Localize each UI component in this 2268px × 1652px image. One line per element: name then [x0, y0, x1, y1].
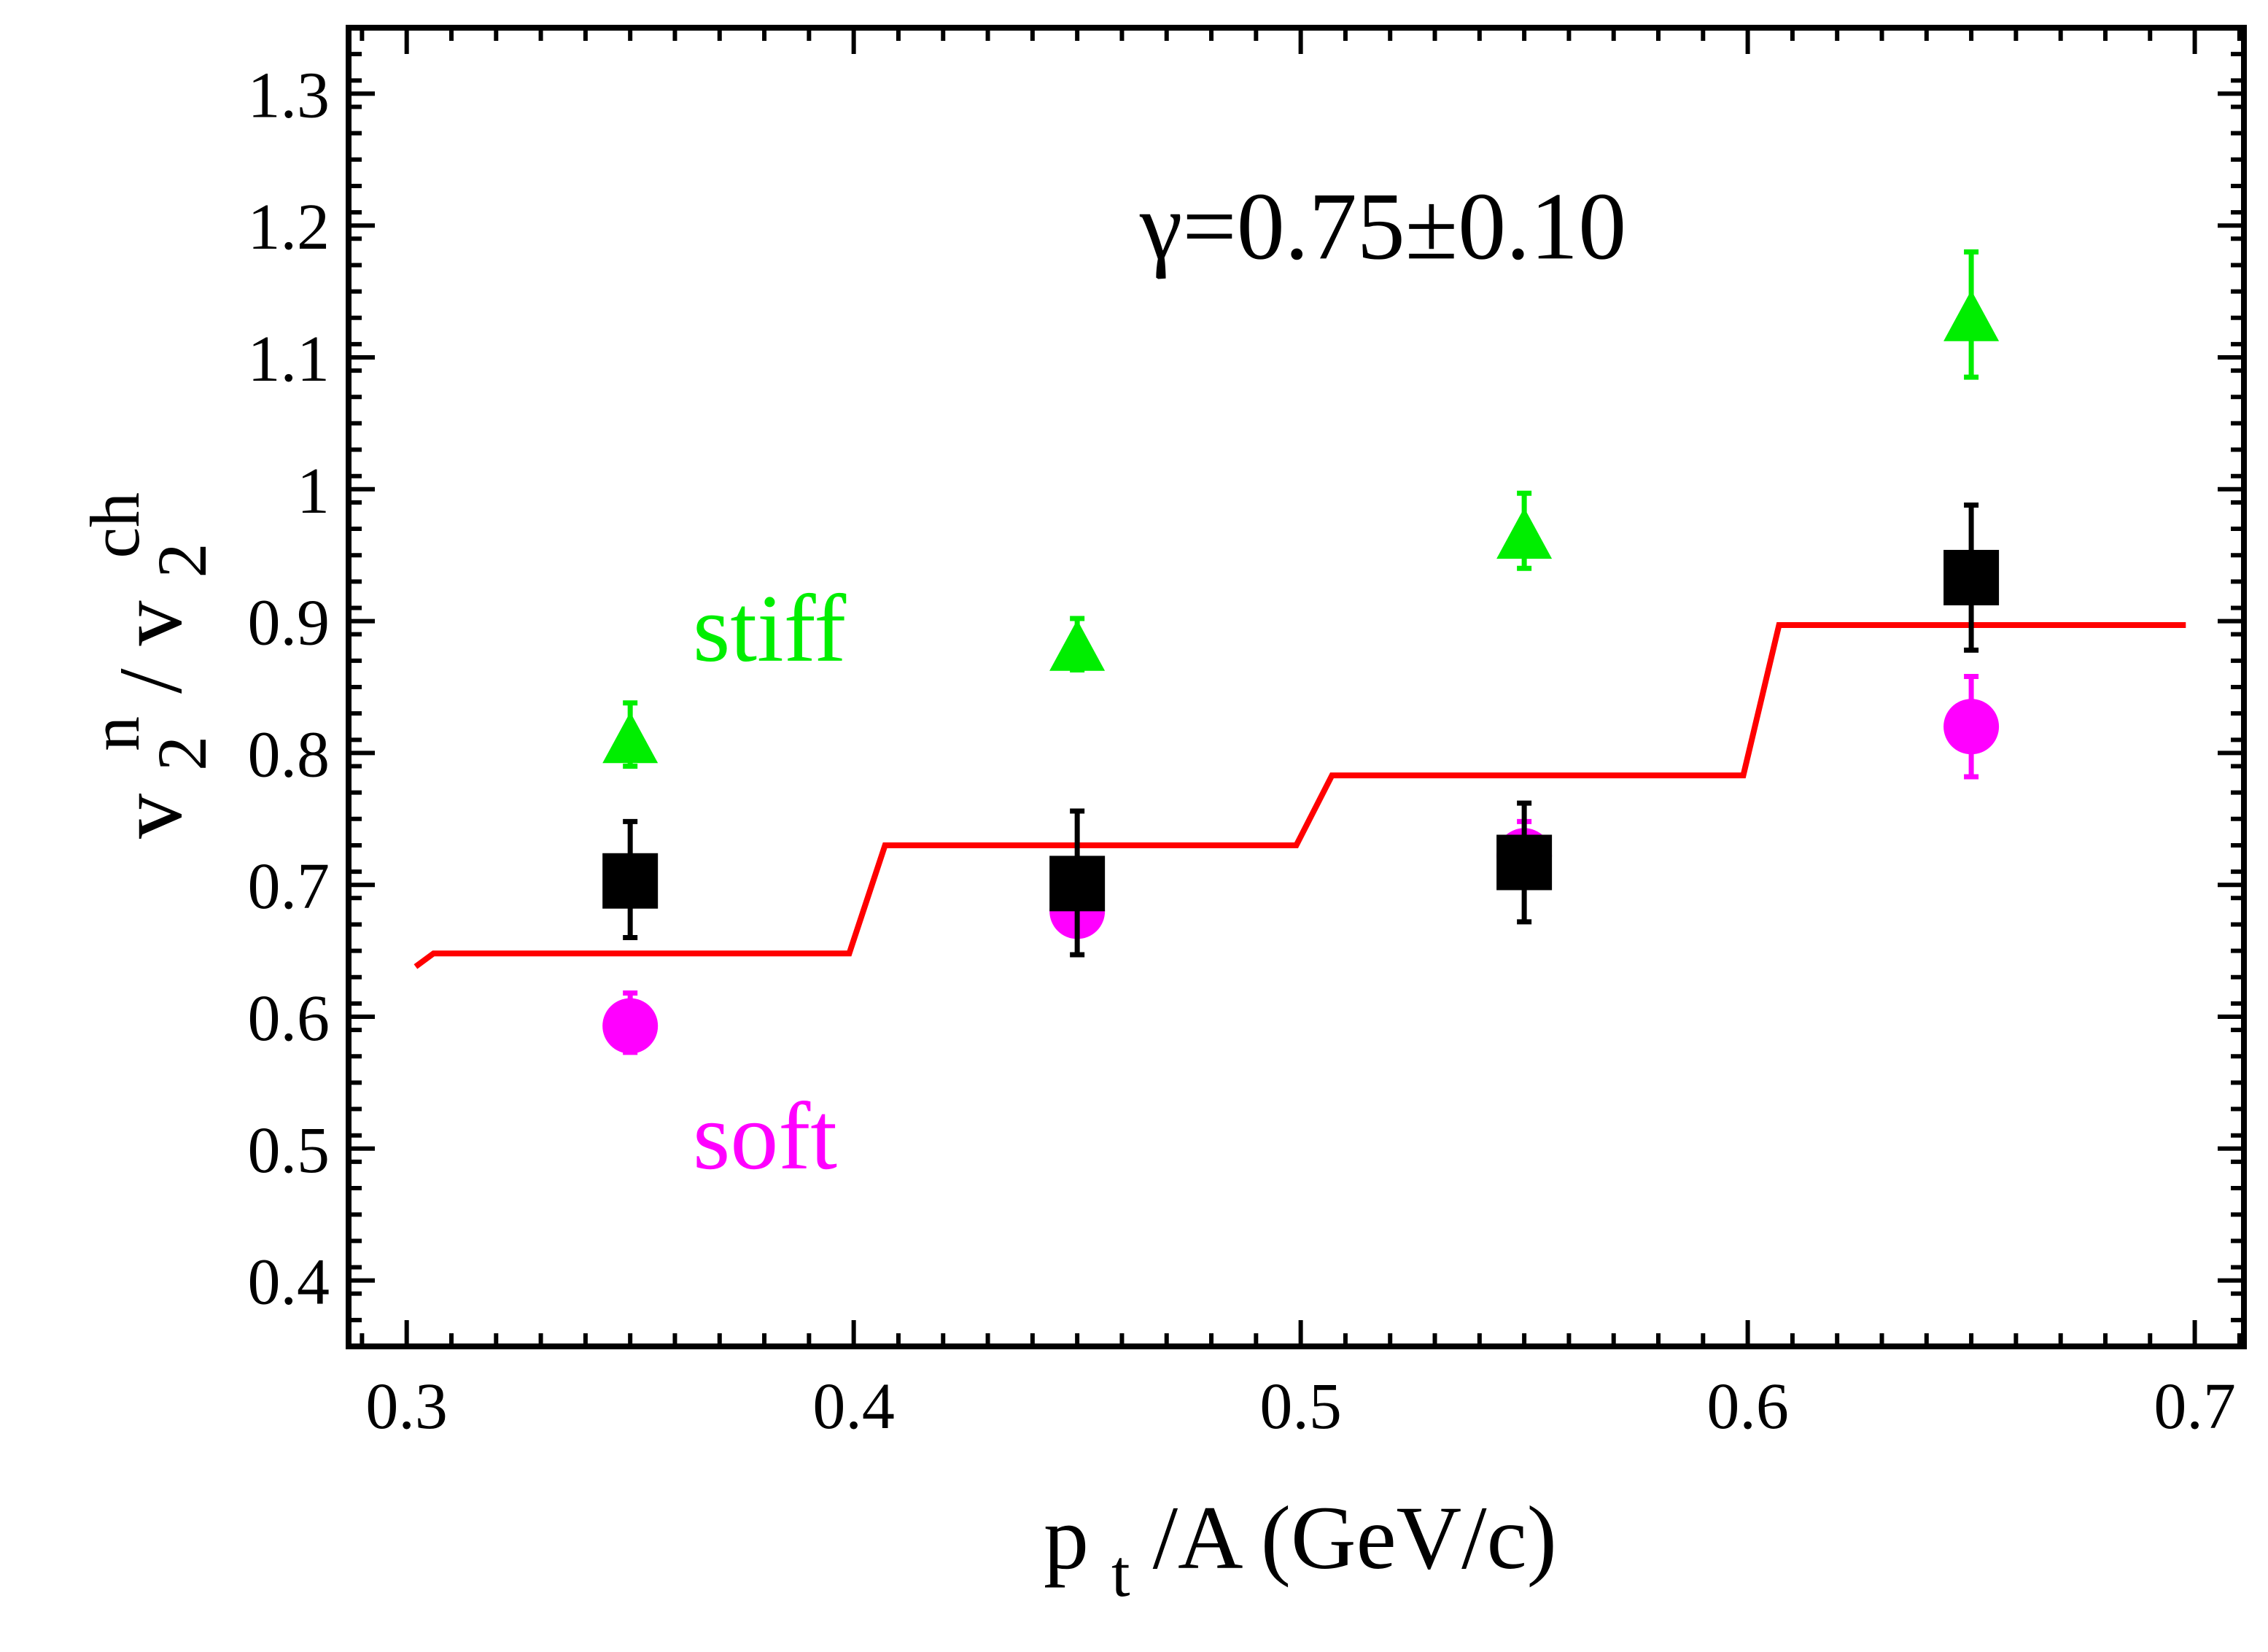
x-tick-label: 0.5: [1259, 1370, 1342, 1443]
circle-point: [602, 998, 659, 1054]
x-tick-label: 0.4: [812, 1370, 895, 1443]
square-point: [1943, 549, 2000, 605]
soft-label: soft: [693, 1082, 837, 1190]
series-line-layer: [413, 622, 2186, 969]
triangle-point: [1943, 290, 2000, 341]
annotations-layer: γ=0.75±0.10 stiff soft: [693, 172, 1626, 1190]
x-axis-title: p t /A (GeV/c): [1044, 1488, 1557, 1616]
x-axis-title-subscript: t: [1111, 1536, 1130, 1610]
y-axis-title-v1: v: [101, 794, 201, 839]
model-curve-line: [413, 622, 2186, 969]
y-axis-title-sub2: 2: [143, 543, 221, 578]
stiff-label: stiff: [693, 575, 846, 682]
square-point: [602, 853, 659, 909]
circle-point: [1943, 699, 2000, 755]
y-tick-label: 0.9: [248, 587, 330, 659]
y-axis-title-v2: v: [101, 601, 201, 646]
y-tick-label: 0.4: [248, 1246, 330, 1319]
x-tick-labels: 0.3 0.4 0.5 0.6 0.7: [365, 1370, 2235, 1443]
y-tick-label: 0.7: [248, 850, 330, 923]
y-tick-label: 1: [297, 455, 330, 527]
square-point: [1496, 834, 1553, 891]
y-tick-label: 0.8: [248, 718, 330, 791]
x-tick-label: 0.6: [1706, 1370, 1789, 1443]
series-points-layer: [602, 249, 2000, 1055]
y-tick-label: 0.6: [248, 982, 330, 1055]
triangle-point: [1496, 508, 1553, 559]
x-tick-label: 0.7: [2154, 1370, 2236, 1443]
y-tick-label: 1.2: [248, 191, 330, 263]
gamma-annotation: γ=0.75±0.10: [1139, 172, 1626, 279]
x-tick-label: 0.3: [365, 1370, 448, 1443]
y-tick-label: 1.1: [248, 323, 330, 395]
y-axis-title-slash: /: [101, 668, 201, 694]
x-axis-title-main: p: [1044, 1488, 1089, 1588]
y-tick-label: 0.5: [248, 1114, 330, 1187]
y-tick-labels: 0.4 0.5 0.6 0.7 0.8 0.9 1 1.1 1.2 1.3: [248, 59, 330, 1318]
y-axis-title-sub1: 2: [143, 736, 221, 771]
y-axis-title-sup1: n: [76, 716, 154, 751]
y-axis-title-sup2: ch: [76, 492, 154, 559]
axis-ticks: [349, 26, 2244, 1349]
triangle-point: [1049, 619, 1106, 671]
square-point: [1049, 856, 1106, 912]
x-axis-title-rest: /A (GeV/c): [1153, 1488, 1557, 1588]
triangle-point: [602, 712, 659, 764]
y-tick-label: 1.3: [248, 59, 330, 131]
y-axis-title: v 2 n / v 2 ch: [58, 492, 225, 839]
